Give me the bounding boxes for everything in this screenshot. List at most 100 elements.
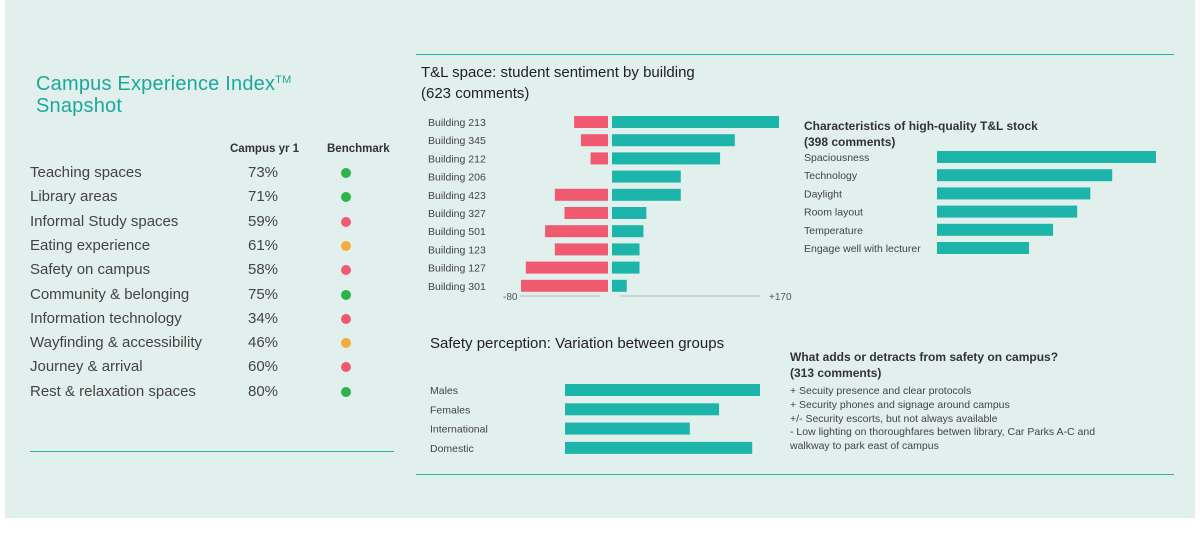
negative-sentiment-bar [564, 207, 608, 219]
safety-factors-subtitle: (313 comments) [790, 366, 882, 380]
metric-row: Informal Study spaces 59% [30, 213, 370, 235]
positive-sentiment-bar [612, 188, 681, 201]
positive-sentiment-bar [612, 279, 627, 292]
negative-sentiment-bar [574, 116, 608, 128]
building-label: Building 301 [428, 281, 486, 293]
building-label: Building 206 [428, 172, 486, 184]
positive-sentiment-bar [612, 134, 735, 147]
group-label: Males [430, 385, 458, 397]
characteristic-bar [937, 187, 1091, 200]
metric-row: Rest & relaxation spaces 80% [30, 383, 370, 405]
negative-sentiment-bar [545, 225, 608, 238]
metric-label: Teaching spaces [30, 164, 142, 181]
metric-row: Information technology 34% [30, 310, 370, 332]
sentiment-chart-subtitle: (623 comments) [421, 85, 530, 102]
safety-factors-list: + Secuity presence and clear protocols + … [790, 385, 1120, 454]
benchmark-status-dot [341, 216, 351, 227]
benchmark-status-dot [341, 313, 351, 324]
building-label: Building 213 [428, 117, 486, 129]
positive-sentiment-bar [612, 207, 647, 219]
sentiment-chart-title: T&L space: student sentiment by building… [421, 64, 695, 102]
building-label: Building 501 [428, 226, 486, 238]
top-divider [416, 54, 1174, 55]
characteristics-title: Characteristics of high-quality T&L stoc… [804, 119, 1038, 149]
positive-sentiment-bar [612, 116, 779, 128]
bottom-divider [416, 474, 1174, 475]
metric-label: Informal Study spaces [30, 212, 179, 230]
column-header-benchmark: Benchmark [327, 143, 390, 155]
metric-row: Safety on campus 58% [30, 261, 370, 283]
tick-label: +170 [769, 292, 792, 303]
benchmark-status-dot [341, 168, 351, 178]
group-bar [565, 403, 720, 416]
snapshot-title-line2: Snapshot [36, 95, 123, 117]
group-bar [565, 384, 760, 396]
metric-row: Eating experience 61% [30, 237, 370, 259]
group-label: International [430, 424, 488, 436]
metric-row: Journey & arrival 60% [30, 358, 370, 380]
characteristic-label: Temperature [804, 225, 863, 237]
building-label: Building 123 [428, 244, 486, 256]
building-label: Building 212 [428, 153, 486, 165]
metric-value: 75% [248, 285, 279, 303]
building-label: Building 345 [428, 135, 486, 147]
characteristic-bar [937, 242, 1029, 254]
metric-label: Safety on campus [30, 261, 151, 279]
metric-value: 46% [248, 334, 279, 352]
metric-label: Library areas [30, 188, 118, 206]
negative-sentiment-bar [590, 152, 608, 165]
safety-factors-title: What adds or detracts from safety on cam… [790, 350, 1059, 380]
metric-value: 73% [248, 164, 279, 181]
safety-factor-item: + Security phones and signage around cam… [790, 398, 1010, 411]
negative-sentiment-bar [580, 134, 608, 147]
characteristic-bar [937, 151, 1156, 163]
metric-value: 34% [248, 309, 279, 327]
benchmark-status-dot [341, 362, 351, 373]
metric-value: 58% [248, 261, 279, 279]
metric-row: Community & belonging 75% [30, 286, 370, 308]
characteristic-label: Daylight [804, 188, 842, 200]
negative-sentiment-bar [554, 243, 608, 256]
metric-value: 80% [248, 382, 279, 400]
positive-sentiment-bar [612, 225, 644, 238]
metric-value: 60% [248, 358, 279, 376]
characteristic-label: Technology [804, 170, 858, 182]
metric-label: Journey & arrival [30, 358, 143, 376]
group-label: Females [430, 404, 470, 416]
benchmark-status-dot [341, 386, 351, 397]
metric-value: 59% [248, 212, 279, 230]
negative-sentiment-bar [554, 188, 608, 201]
group-label: Domestic [430, 443, 474, 455]
characteristic-bar [937, 223, 1054, 236]
metric-row: Library areas 71% [30, 188, 370, 210]
characteristic-label: Engage well with lecturer [804, 243, 921, 255]
building-label: Building 327 [428, 208, 486, 220]
safety-chart-title: Safety perception: Variation between gro… [430, 335, 725, 352]
metric-row: Teaching spaces 73% [30, 164, 370, 186]
metric-label: Rest & relaxation spaces [30, 382, 196, 400]
positive-sentiment-bar [612, 243, 640, 256]
trademark-mark: TM [275, 74, 292, 86]
group-bar [565, 441, 753, 454]
metric-label: Information technology [30, 309, 182, 327]
building-label: Building 127 [428, 263, 486, 275]
safety-factor-item: - Low lighting on thoroughfares betwen l… [790, 426, 1096, 453]
benchmark-status-dot [341, 338, 351, 349]
metric-value: 61% [248, 236, 279, 254]
metric-value: 71% [248, 188, 279, 206]
characteristic-label: Room layout [804, 207, 863, 219]
benchmark-status-dot [341, 240, 351, 251]
metric-label: Community & belonging [30, 285, 190, 303]
building-label: Building 423 [428, 190, 486, 202]
negative-sentiment-bar [521, 279, 608, 292]
characteristics-subtitle: (398 comments) [804, 135, 896, 149]
characteristic-bar [937, 205, 1078, 218]
positive-sentiment-bar [612, 152, 721, 165]
negative-sentiment-bar [525, 261, 608, 274]
metric-label: Eating experience [30, 236, 151, 254]
characteristic-label: Spaciousness [804, 152, 869, 164]
metric-label: Wayfinding & accessibility [30, 334, 203, 352]
safety-factor-item: +/- Security escorts, but not always ava… [790, 412, 998, 425]
metric-row: Wayfinding & accessibility 46% [30, 334, 370, 356]
